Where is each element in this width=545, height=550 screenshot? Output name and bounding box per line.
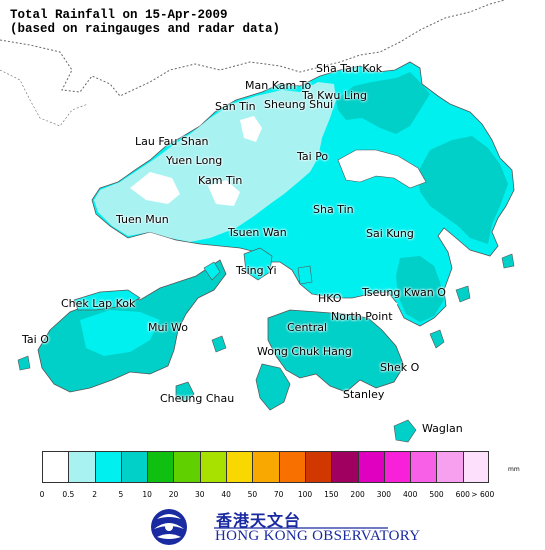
- place-central: Central: [287, 321, 328, 334]
- legend-tick-label: 5: [118, 490, 124, 499]
- small-island: [455, 285, 471, 303]
- place-stanley: Stanley: [343, 388, 385, 401]
- legend-swatch: [304, 451, 332, 483]
- legend-swatch: [383, 451, 411, 483]
- legend-tick-labels: 0 0.5 2 5 10 20 30 40 50 70 100 150 200 300 400 500 600 >…: [36, 490, 526, 502]
- place-tsing-yi: Tsing Yi: [236, 264, 277, 277]
- legend-swatch: [68, 451, 95, 483]
- legend-tick-label: 30: [195, 490, 205, 499]
- place-tsuen-wan: Tsuen Wan: [228, 226, 287, 239]
- place-kam-tin: Kam Tin: [198, 174, 243, 187]
- place-man-kam-to: Man Kam To: [245, 79, 312, 92]
- place-tuen-mun: Tuen Mun: [116, 213, 169, 226]
- legend-tick-label: > 600: [471, 490, 495, 499]
- place-wong-chuk-hang: Wong Chuk Hang: [257, 345, 352, 358]
- legend-tick-label: 300: [376, 490, 392, 499]
- legend-unit: mm: [508, 466, 520, 473]
- place-yuen-long: Yuen Long: [166, 154, 223, 167]
- place-sai-kung: Sai Kung: [366, 227, 414, 240]
- legend-swatch: [252, 451, 279, 483]
- place-tai-o: Tai O: [22, 333, 49, 346]
- legend-tick-label: 70: [273, 490, 284, 499]
- dry-patch: [208, 180, 240, 206]
- airport-island: [73, 289, 141, 311]
- legend-tick-label: 200: [350, 490, 365, 499]
- dry-patch: [240, 116, 262, 142]
- map-title: Total Rainfall on 15-Apr-2009 (based on …: [10, 8, 280, 36]
- place-hko: HKO: [318, 292, 342, 305]
- legend-tick-label: 150: [324, 490, 339, 499]
- place-sha-tin: Sha Tin: [313, 203, 354, 216]
- tolo-harbour: [337, 149, 427, 189]
- legend-swatch: [278, 451, 305, 483]
- logo-chinese-text: 香港天文台: [216, 511, 302, 530]
- lamma-island: [255, 363, 291, 411]
- small-island: [393, 419, 417, 443]
- rainfall-color-legend: [42, 451, 490, 483]
- light-rain-area: [94, 82, 336, 242]
- legend-tick-label: 500: [429, 490, 444, 499]
- hong-kong-island: [267, 309, 405, 393]
- legend-tick-label: 400: [403, 490, 418, 499]
- place-waglan: Waglan: [422, 422, 463, 435]
- victoria-harbour: [268, 292, 398, 310]
- place-shek-o: Shek O: [380, 361, 420, 374]
- legend-tick-label: 100: [297, 490, 313, 499]
- legend-swatch: [226, 451, 253, 483]
- legend-tick-label: 0.5: [62, 490, 75, 499]
- legend-swatch: [462, 451, 490, 483]
- legend-tick-label: 2: [92, 490, 97, 499]
- place-san-tin: San Tin: [215, 100, 256, 113]
- legend-tick-label: 0: [39, 490, 45, 499]
- place-mui-wo: Mui Wo: [148, 321, 188, 334]
- small-island: [501, 253, 515, 269]
- legend-swatch: [331, 451, 358, 483]
- rainfall-map: [0, 0, 515, 443]
- legend-swatch: [147, 451, 174, 483]
- place-sha-tau-kok: Sha Tau Kok: [316, 62, 383, 75]
- legend-swatch: [42, 451, 69, 483]
- legend-swatch: [357, 451, 384, 483]
- legend-swatch: [173, 451, 200, 483]
- small-island: [211, 335, 227, 353]
- deep-bay-coast: [0, 69, 89, 127]
- hko-logo: [151, 509, 388, 545]
- tsing-yi-island: [243, 247, 273, 281]
- place-chek-lap-kok: Chek Lap Kok: [61, 297, 136, 310]
- legend-swatch: [199, 451, 227, 483]
- moderate-rain-area: [396, 256, 444, 322]
- hko-emblem-icon: [151, 509, 187, 545]
- small-island: [297, 265, 313, 285]
- cheung-chau-island: [175, 381, 195, 403]
- logo-english-text: HONG KONG OBSERVATORY: [215, 528, 421, 544]
- place-cheung-chau: Cheung Chau: [160, 392, 235, 405]
- small-island: [429, 329, 445, 349]
- legend-swatch: [436, 451, 463, 483]
- legend-swatch: [94, 451, 121, 483]
- place-ta-kwu-ling: Ta Kwu Ling: [302, 89, 367, 102]
- dry-patch: [130, 172, 180, 204]
- legend-tick-label: 20: [168, 490, 179, 499]
- place-tai-po: Tai Po: [297, 150, 329, 163]
- moderate-rain-area: [418, 136, 508, 244]
- legend-tick-label: 600: [455, 490, 470, 499]
- place-tseung-kwan-o: Tseung Kwan O: [362, 286, 446, 299]
- legend-tick-label: 40: [221, 490, 231, 499]
- small-island: [203, 261, 221, 281]
- place-lau-fau-shan: Lau Fau Shan: [135, 135, 209, 148]
- title-line-1: Total Rainfall on 15-Apr-2009: [10, 8, 228, 22]
- mainland-coast: [0, 0, 506, 97]
- lantau-light-area: [80, 310, 160, 356]
- place-north-point: North Point: [331, 310, 393, 323]
- legend-swatch: [120, 451, 148, 483]
- legend-tick-label: 10: [142, 490, 152, 499]
- title-line-2: (based on raingauges and radar data): [10, 22, 281, 36]
- legend-swatch: [410, 451, 437, 483]
- small-island: [17, 355, 31, 371]
- legend-tick-label: 50: [247, 490, 258, 499]
- place-sheung-shui: Sheung Shui: [264, 98, 334, 111]
- moderate-rain-area: [336, 72, 430, 134]
